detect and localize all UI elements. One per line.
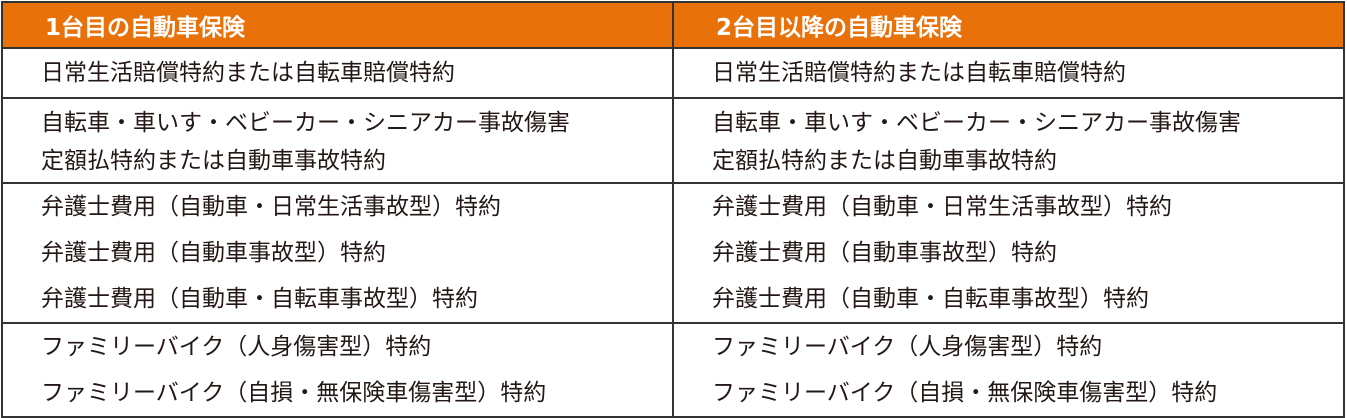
table-row: ファミリーバイク（人身傷害型）特約 ファミリーバイク（自損・無保険車傷害型）特約 …	[1, 322, 1345, 418]
cell-second-car: 自転車・車いす・ベビーカー・シニアカー事故傷害 定額払特約または自動車事故特約	[672, 97, 1345, 184]
rider-item: 定額払特約または自動車事故特約	[41, 148, 386, 174]
rider-item: 定額払特約または自動車事故特約	[712, 148, 1057, 174]
rider-item: 自転車・車いす・ベビーカー・シニアカー事故傷害	[41, 110, 570, 136]
table-row: 弁護士費用（自動車・日常生活事故型）特約 弁護士費用（自動車事故型）特約 弁護士費用…	[1, 182, 1345, 324]
cell-first-car: 日常生活賠償特約または自転車賠償特約	[1, 47, 674, 99]
rider-item: 弁護士費用（自動車事故型）特約	[712, 240, 1057, 266]
cell-second-car: ファミリーバイク（人身傷害型）特約ファミリーバイク（自損・無保険車傷害型）特約	[672, 322, 1345, 418]
cell-first-car: ファミリーバイク（人身傷害型）特約ファミリーバイク（自損・無保険車傷害型）特約	[1, 322, 674, 418]
rider-item: 日常生活賠償特約または自転車賠償特約	[712, 60, 1126, 86]
cell-first-car: 自転車・車いす・ベビーカー・シニアカー事故傷害 定額払特約または自動車事故特約	[1, 97, 674, 184]
rider-item: ファミリーバイク（自損・無保険車傷害型）特約	[712, 380, 1218, 406]
table-row: 自転車・車いす・ベビーカー・シニアカー事故傷害 定額払特約または自動車事故特約 自…	[1, 97, 1345, 184]
cell-second-car: 日常生活賠償特約または自転車賠償特約	[672, 47, 1345, 99]
rider-item: 弁護士費用（自動車・日常生活事故型）特約	[712, 194, 1172, 220]
rider-item: ファミリーバイク（人身傷害型）特約	[712, 334, 1103, 360]
header-first-car: 1台目の自動車保険	[1, 1, 674, 49]
cell-first-car: 弁護士費用（自動車・日常生活事故型）特約 弁護士費用（自動車事故型）特約弁護士費用…	[1, 182, 674, 324]
rider-item: ファミリーバイク（自損・無保険車傷害型）特約	[41, 380, 547, 406]
rider-item: 弁護士費用（自動車・日常生活事故型）特約	[41, 194, 501, 220]
header-row: 1台目の自動車保険 2台目以降の自動車保険	[1, 1, 1345, 49]
rider-item: 自転車・車いす・ベビーカー・シニアカー事故傷害	[712, 110, 1241, 136]
rider-item: 弁護士費用（自動車・自転車事故型）特約	[41, 286, 478, 312]
table-row: 日常生活賠償特約または自転車賠償特約 日常生活賠償特約または自転車賠償特約	[1, 47, 1345, 99]
rider-item: 日常生活賠償特約または自転車賠償特約	[41, 60, 455, 86]
rider-item: 弁護士費用（自動車事故型）特約	[41, 240, 386, 266]
rider-item: 弁護士費用（自動車・自転車事故型）特約	[712, 286, 1149, 312]
cell-second-car: 弁護士費用（自動車・日常生活事故型）特約 弁護士費用（自動車事故型）特約弁護士費用…	[672, 182, 1345, 324]
header-second-car: 2台目以降の自動車保険	[672, 1, 1345, 49]
rider-item: ファミリーバイク（人身傷害型）特約	[41, 334, 432, 360]
